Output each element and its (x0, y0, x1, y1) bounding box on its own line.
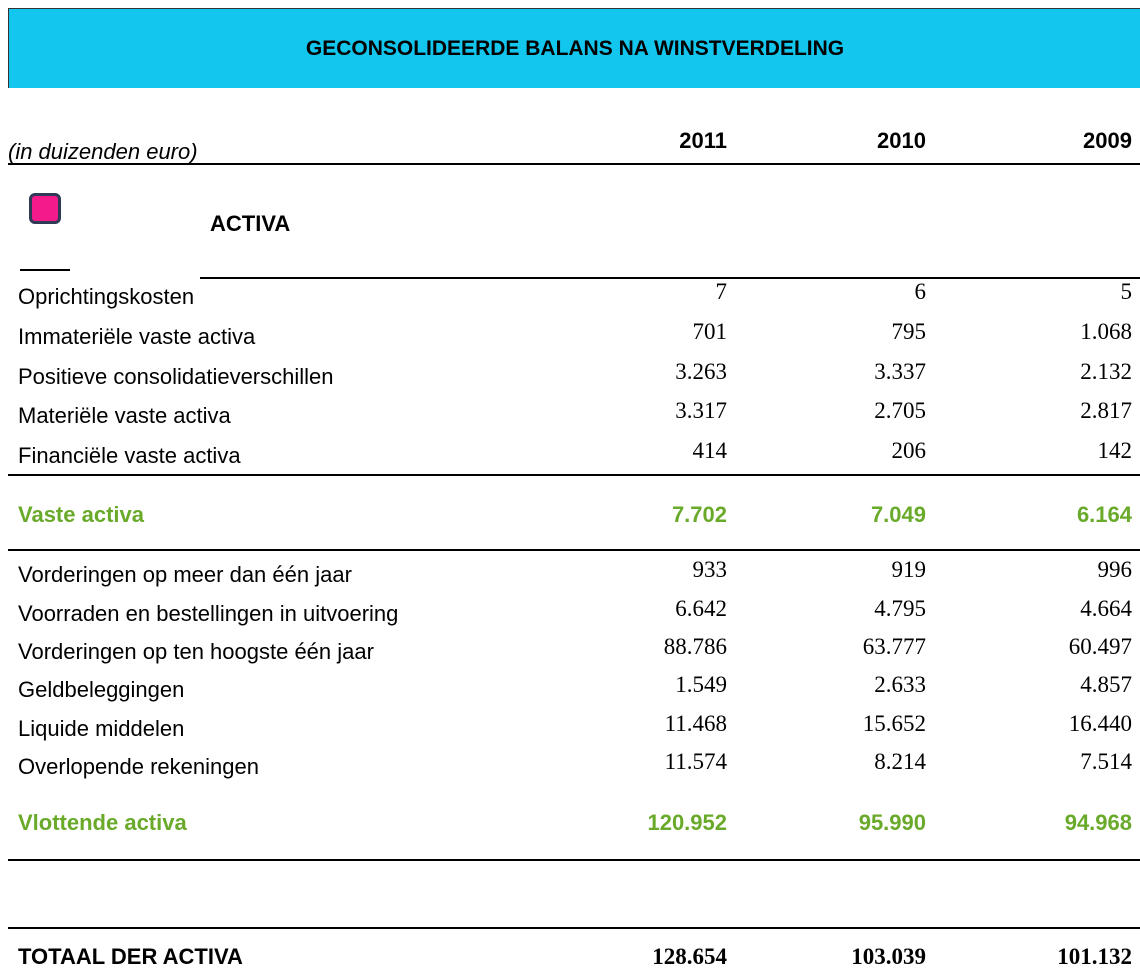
cell-value: 142 (1097, 438, 1133, 463)
cell-value: 7 (715, 279, 728, 304)
cell-value: 2.817 (1080, 398, 1132, 423)
row-label: Oprichtingskosten (18, 284, 195, 309)
row-label: Materiële vaste activa (18, 403, 231, 428)
row-label: Geldbeleggingen (18, 677, 185, 702)
cell-value: 2.705 (874, 398, 926, 423)
cell-value: 3.317 (675, 398, 727, 423)
cell-value: 2.132 (1080, 359, 1132, 384)
row-label: Voorraden en bestellingen in uitvoering (18, 601, 399, 626)
subtotal-value: 6.164 (1076, 502, 1132, 527)
title-bar: GECONSOLIDEERDE BALANS NA WINSTVERDELING (8, 8, 1140, 88)
cell-value: 11.468 (664, 711, 727, 736)
cell-value: 60.497 (1068, 634, 1132, 659)
cell-value: 4.664 (1080, 596, 1132, 621)
cell-value: 206 (891, 438, 927, 463)
cell-value: 63.777 (862, 634, 926, 659)
subtotal-value: 94.968 (1064, 810, 1132, 835)
rule (20, 269, 70, 271)
column-header: 2009 (1083, 128, 1132, 153)
subtotal-label: Vaste activa (18, 502, 144, 527)
total-value: 103.039 (851, 944, 926, 969)
cell-value: 88.786 (663, 634, 727, 659)
row-label: Vorderingen op meer dan één jaar (18, 562, 352, 587)
row-label: Overlopende rekeningen (18, 754, 259, 779)
section-title: ACTIVA (210, 211, 291, 236)
rule (8, 927, 1140, 929)
cell-value: 7.514 (1080, 749, 1132, 774)
cell-value: 6.642 (675, 596, 727, 621)
row-label: Vorderingen op ten hoogste één jaar (18, 639, 374, 664)
cell-value: 996 (1097, 557, 1133, 582)
cell-value: 16.440 (1068, 711, 1132, 736)
subtotal-value: 7.049 (870, 502, 926, 527)
cell-value: 1.068 (1080, 319, 1132, 344)
row-label: Financiële vaste activa (18, 443, 241, 468)
cell-value: 3.263 (675, 359, 727, 384)
cell-value: 15.652 (862, 711, 926, 736)
rule (8, 163, 1140, 165)
cell-value: 919 (891, 557, 927, 582)
cell-value: 1.549 (675, 672, 727, 697)
rule (8, 859, 1140, 861)
cell-value: 8.214 (874, 749, 926, 774)
cell-value: 3.337 (874, 359, 926, 384)
rule (200, 277, 1140, 279)
cell-value: 933 (692, 557, 728, 582)
rule (8, 549, 1140, 551)
cell-value: 4.857 (1080, 672, 1132, 697)
column-header: 2011 (679, 128, 727, 153)
cell-value: 414 (692, 438, 728, 463)
row-label: Liquide middelen (18, 716, 185, 741)
unit-label: (in duizenden euro) (8, 139, 198, 164)
subtotal-value: 7.702 (671, 502, 727, 527)
cell-value: 11.574 (664, 749, 727, 774)
rule (8, 474, 1140, 476)
row-label: Positieve consolidatieverschillen (18, 364, 334, 389)
title: GECONSOLIDEERDE BALANS NA WINSTVERDELING (305, 36, 845, 60)
cell-value: 4.795 (874, 596, 926, 621)
section-icon (29, 193, 61, 224)
total-value: 128.654 (652, 944, 727, 969)
cell-value: 701 (692, 319, 728, 344)
cell-value: 2.633 (874, 672, 926, 697)
subtotal-value: 95.990 (858, 810, 926, 835)
cell-value: 6 (914, 279, 927, 304)
row-label: Immateriële vaste activa (18, 324, 256, 349)
subtotal-value: 120.952 (647, 810, 727, 835)
total-value: 101.132 (1057, 944, 1132, 969)
subtotal-label: Vlottende activa (18, 810, 187, 835)
column-header: 2010 (877, 128, 926, 153)
cell-value: 795 (891, 319, 927, 344)
total-label: TOTAAL DER ACTIVA (18, 944, 243, 969)
cell-value: 5 (1120, 279, 1133, 304)
